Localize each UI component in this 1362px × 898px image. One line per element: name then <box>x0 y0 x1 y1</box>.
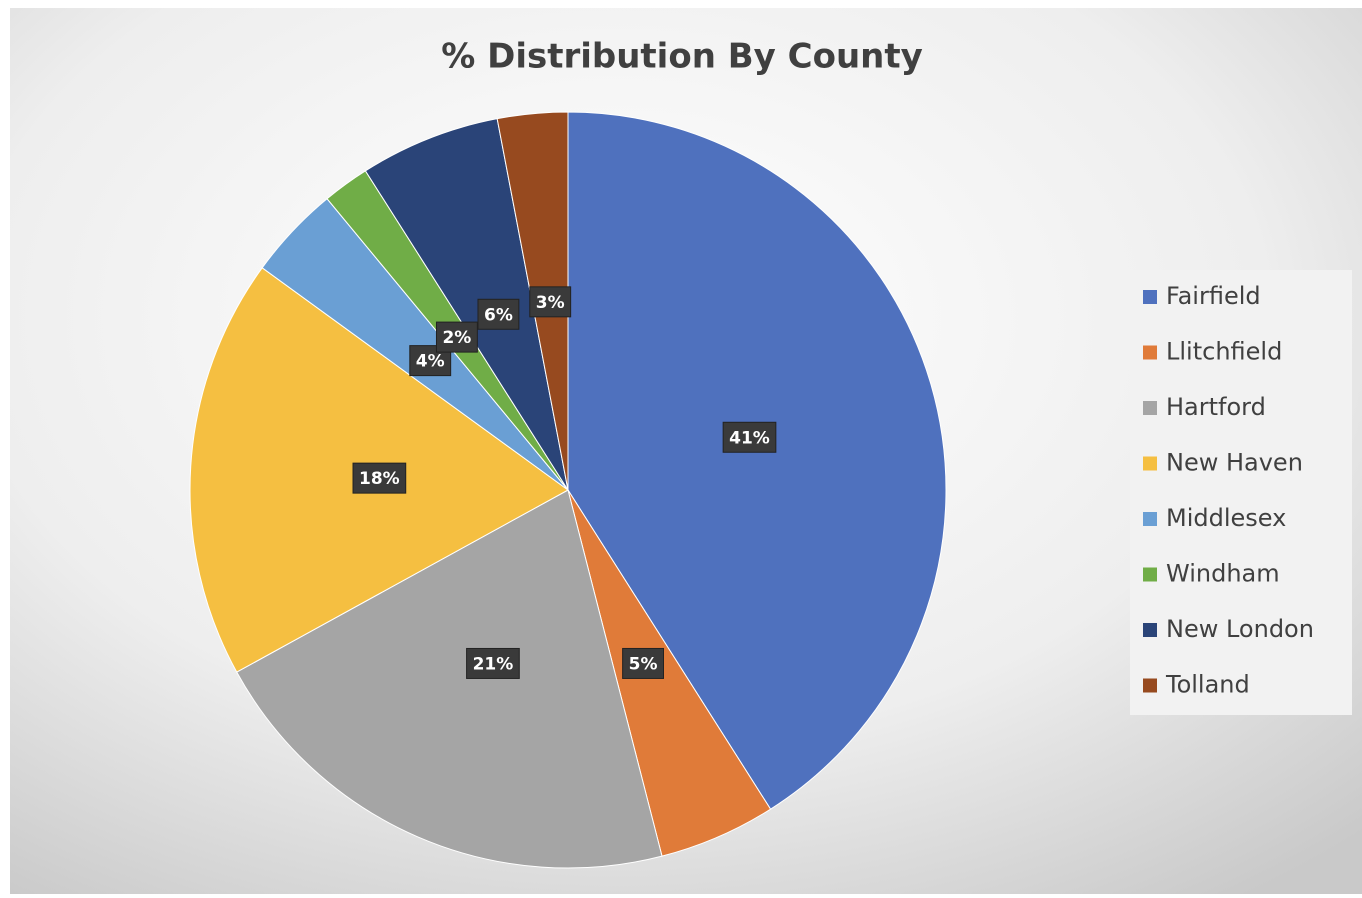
data-label: 6% <box>484 305 513 325</box>
legend-swatch <box>1143 512 1157 526</box>
legend-swatch <box>1143 290 1157 304</box>
data-label: 41% <box>729 428 770 448</box>
data-label: 3% <box>536 293 565 313</box>
legend-box <box>1130 270 1352 715</box>
pie-slice <box>567 111 947 810</box>
data-label: 18% <box>359 469 400 489</box>
data-label-box <box>466 647 520 679</box>
pie-slice <box>364 118 569 491</box>
data-label-box <box>352 462 407 494</box>
pie-slice <box>236 489 663 869</box>
legend-swatch <box>1143 401 1157 415</box>
legend-swatch <box>1143 623 1157 637</box>
data-label-box <box>477 298 520 330</box>
legend-label: Llitchfield <box>1166 338 1282 366</box>
legend-label: New London <box>1166 615 1314 643</box>
data-label-box <box>622 647 664 679</box>
data-label: 5% <box>629 654 658 674</box>
legend-label: Fairfield <box>1166 282 1261 310</box>
data-label-box <box>435 321 478 353</box>
data-label: 21% <box>473 654 514 674</box>
data-label-box <box>722 421 777 453</box>
legend-swatch <box>1143 567 1157 582</box>
legend-label: Windham <box>1166 560 1280 588</box>
legend-label: Hartford <box>1166 393 1266 421</box>
data-label: 2% <box>442 328 471 348</box>
legend-swatch <box>1143 678 1157 693</box>
legend-label: Tolland <box>1165 671 1250 699</box>
legend-swatch <box>1143 456 1157 471</box>
data-label: 4% <box>416 352 445 372</box>
legend-label: Middlesex <box>1166 504 1286 532</box>
legend-swatch <box>1143 345 1157 360</box>
data-label-box <box>529 286 572 318</box>
chart-title: % Distribution By County <box>441 37 923 77</box>
legend-label: New Haven <box>1166 449 1303 477</box>
